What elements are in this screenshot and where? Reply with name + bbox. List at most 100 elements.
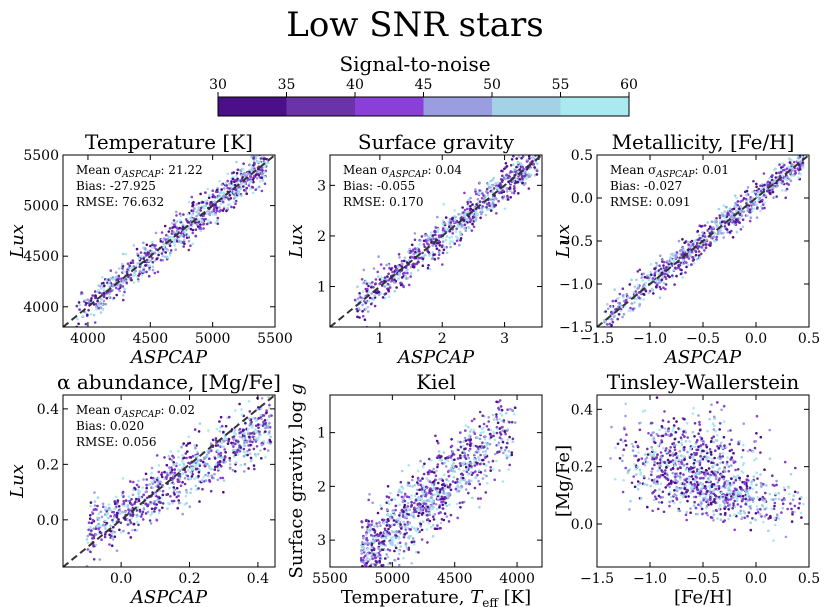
scatter-point: [479, 216, 482, 220]
scatter-point: [136, 252, 139, 256]
scatter-point: [499, 412, 502, 415]
scatter-point: [456, 480, 459, 484]
scatter-point: [175, 464, 178, 468]
scatter-point: [182, 463, 186, 466]
scatter-point: [375, 522, 378, 525]
scatter-point: [254, 428, 257, 431]
scatter-point: [514, 168, 517, 172]
scatter-point: [667, 420, 670, 424]
scatter-point: [407, 535, 411, 538]
scatter-point: [443, 512, 447, 515]
scatter-point: [173, 471, 177, 475]
scatter-point: [127, 266, 130, 270]
scatter-point: [210, 201, 213, 204]
scatter-point: [483, 438, 487, 441]
y-axis-label: Surface gravity, log g: [286, 384, 307, 579]
scatter-point: [394, 265, 397, 269]
scatter-point: [480, 197, 484, 200]
scatter-point: [686, 263, 690, 267]
scatter-point: [402, 259, 406, 263]
scatter-point: [103, 284, 106, 288]
scatter-point: [377, 293, 381, 297]
scatter-point: [408, 522, 411, 525]
scatter-point: [478, 189, 481, 192]
scatter-point: [681, 251, 685, 254]
scatter-point: [150, 471, 153, 475]
scatter-point: [153, 251, 157, 255]
scatter-point: [97, 518, 101, 522]
scatter-point: [365, 579, 368, 582]
scatter-point: [373, 525, 376, 528]
scatter-point: [173, 468, 176, 471]
scatter-point: [98, 558, 102, 561]
scatter-point: [492, 434, 495, 438]
scatter-point: [713, 220, 716, 224]
scatter-point: [198, 422, 202, 425]
scatter-point: [160, 475, 164, 479]
scatter-point: [362, 574, 365, 577]
scatter-point: [463, 454, 467, 458]
scatter-point: [617, 301, 620, 305]
scatter-point: [425, 493, 428, 496]
scatter-point: [495, 212, 498, 215]
scatter-point: [245, 192, 248, 195]
scatter-point: [384, 537, 388, 540]
scatter-point: [121, 281, 125, 285]
scatter-point: [492, 196, 495, 200]
scatter-point: [402, 285, 405, 289]
scatter-point: [521, 177, 524, 181]
scatter-point: [371, 571, 374, 574]
colorbar-segment: [492, 97, 561, 116]
scatter-point: [785, 178, 788, 182]
scatter-point: [775, 185, 779, 188]
scatter-point: [207, 450, 211, 453]
scatter-point: [138, 510, 142, 513]
scatter-point: [421, 504, 425, 508]
scatter-point: [369, 580, 372, 583]
scatter-point: [361, 290, 365, 294]
scatter-point: [75, 304, 79, 308]
scatter-point: [509, 407, 512, 411]
scatter-point: [712, 235, 716, 238]
scatter-point: [258, 161, 262, 164]
scatter-point: [361, 303, 364, 307]
scatter-point: [384, 534, 388, 537]
scatter-point: [175, 220, 179, 223]
scatter-point: [110, 532, 114, 535]
scatter-point: [643, 275, 647, 279]
scatter-point: [457, 489, 461, 493]
scatter-point: [414, 499, 418, 502]
scatter-point: [629, 306, 632, 310]
scatter-point: [434, 434, 437, 438]
scatter-point: [189, 456, 193, 459]
scatter-point: [371, 501, 375, 505]
scatter-point: [719, 441, 723, 445]
scatter-point: [482, 462, 486, 466]
scatter-point: [535, 140, 538, 143]
scatter-point: [457, 213, 460, 216]
scatter-point: [389, 517, 392, 520]
scatter-point: [454, 230, 458, 233]
scatter-point: [685, 421, 689, 425]
scatter-point: [507, 174, 511, 178]
scatter-point: [417, 248, 421, 251]
scatter-point: [499, 178, 503, 181]
scatter-point: [712, 226, 715, 229]
scatter-point: [248, 170, 251, 174]
scatter-point: [146, 510, 150, 514]
scatter-point: [740, 214, 744, 218]
y-tick-label: 5000: [23, 199, 59, 215]
scatter-point: [117, 267, 121, 270]
scatter-point: [112, 525, 115, 529]
scatter-point: [238, 444, 241, 448]
scatter-point: [501, 174, 504, 178]
scatter-point: [429, 238, 433, 242]
x-tick-label: 0.5: [798, 331, 820, 347]
scatter-point: [402, 505, 406, 509]
scatter-point: [135, 247, 139, 251]
scatter-point: [195, 223, 198, 226]
scatter-point: [476, 497, 480, 500]
scatter-point: [100, 538, 103, 541]
scatter-point: [535, 140, 538, 143]
scatter-point: [102, 295, 106, 299]
